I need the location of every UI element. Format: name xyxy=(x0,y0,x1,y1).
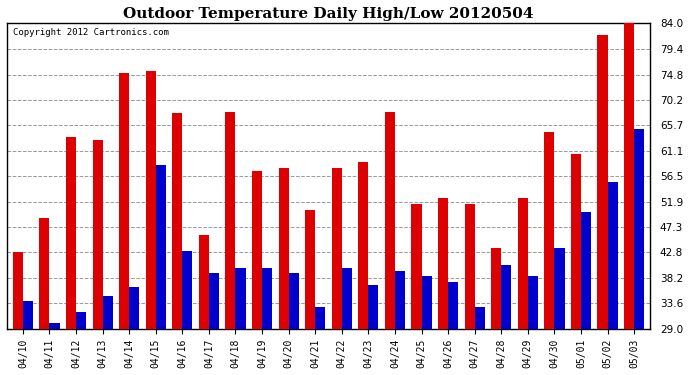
Bar xyxy=(92,140,103,329)
Bar xyxy=(358,162,368,329)
Bar xyxy=(368,285,379,329)
Bar xyxy=(262,268,272,329)
Bar xyxy=(129,287,139,329)
Bar xyxy=(23,301,33,329)
Bar xyxy=(279,168,288,329)
Bar xyxy=(475,307,485,329)
Bar xyxy=(146,71,156,329)
Bar xyxy=(13,252,23,329)
Bar xyxy=(528,276,538,329)
Bar xyxy=(491,248,501,329)
Bar xyxy=(76,312,86,329)
Bar xyxy=(422,276,432,329)
Bar xyxy=(518,198,528,329)
Bar xyxy=(226,112,235,329)
Bar xyxy=(315,307,325,329)
Bar xyxy=(571,154,581,329)
Bar xyxy=(448,282,458,329)
Bar xyxy=(235,268,246,329)
Bar xyxy=(156,165,166,329)
Bar xyxy=(544,132,554,329)
Bar xyxy=(438,198,448,329)
Bar xyxy=(103,296,112,329)
Bar xyxy=(252,171,262,329)
Bar xyxy=(501,265,511,329)
Text: Copyright 2012 Cartronics.com: Copyright 2012 Cartronics.com xyxy=(13,28,169,37)
Bar xyxy=(50,323,59,329)
Bar xyxy=(608,182,618,329)
Bar xyxy=(288,273,299,329)
Bar xyxy=(305,210,315,329)
Bar xyxy=(209,273,219,329)
Bar xyxy=(385,112,395,329)
Bar xyxy=(395,271,405,329)
Bar xyxy=(172,114,182,329)
Bar xyxy=(581,212,591,329)
Bar xyxy=(182,251,193,329)
Bar xyxy=(66,137,76,329)
Bar xyxy=(119,74,129,329)
Bar xyxy=(332,168,342,329)
Bar xyxy=(634,129,644,329)
Bar xyxy=(464,204,475,329)
Title: Outdoor Temperature Daily High/Low 20120504: Outdoor Temperature Daily High/Low 20120… xyxy=(124,7,534,21)
Bar xyxy=(624,24,634,329)
Bar xyxy=(411,204,422,329)
Bar xyxy=(554,248,564,329)
Bar xyxy=(598,34,608,329)
Bar xyxy=(342,268,352,329)
Bar xyxy=(39,218,50,329)
Bar xyxy=(199,234,209,329)
